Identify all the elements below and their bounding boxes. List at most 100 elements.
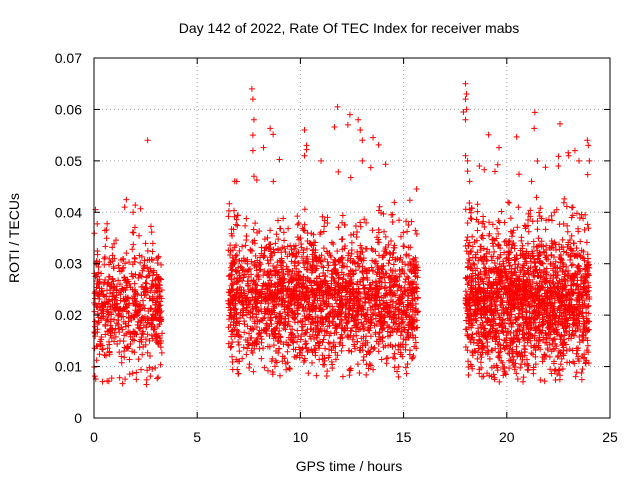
data-point: [556, 376, 563, 383]
data-point: [359, 137, 366, 144]
data-point: [226, 200, 233, 207]
data-point: [466, 178, 473, 185]
data-point: [300, 257, 307, 264]
data-point: [302, 341, 309, 348]
data-point: [113, 283, 120, 290]
data-point: [367, 362, 374, 369]
data-point: [465, 358, 472, 365]
data-point: [363, 371, 370, 378]
data-point: [258, 355, 265, 362]
data-point: [584, 171, 591, 178]
y-tick-label: 0.01: [55, 359, 82, 375]
data-point: [564, 228, 571, 235]
data-point: [115, 277, 122, 284]
data-point: [285, 225, 292, 232]
data-point: [99, 378, 106, 385]
data-point: [149, 295, 156, 302]
data-point: [102, 276, 109, 283]
data-point: [248, 334, 255, 341]
data-point: [534, 158, 541, 165]
y-tick-label: 0.06: [55, 101, 82, 117]
data-point: [507, 215, 514, 222]
data-point: [363, 245, 370, 252]
data-point: [571, 147, 578, 154]
data-point: [569, 261, 576, 268]
data-point: [229, 353, 236, 360]
data-point: [243, 237, 250, 244]
data-point: [104, 377, 111, 384]
data-point: [474, 227, 481, 234]
data-point: [583, 239, 590, 246]
y-tick-label: 0: [74, 410, 82, 426]
data-point: [582, 360, 589, 367]
data-point: [106, 274, 113, 281]
data-point: [267, 268, 274, 275]
data-point: [568, 262, 575, 269]
data-point: [505, 199, 512, 206]
data-point: [94, 320, 101, 327]
data-point: [280, 215, 287, 222]
data-point: [124, 295, 131, 302]
data-point: [134, 291, 141, 298]
data-point: [137, 259, 144, 266]
data-point: [321, 223, 328, 230]
data-point: [552, 366, 559, 373]
data-point: [392, 342, 399, 349]
data-point: [521, 342, 528, 349]
data-point: [334, 248, 341, 255]
data-point: [294, 319, 301, 326]
data-point: [560, 199, 567, 206]
data-point: [264, 234, 271, 241]
data-point: [301, 206, 308, 213]
data-point: [99, 346, 106, 353]
y-tick-label: 0.03: [55, 256, 82, 272]
data-point: [109, 296, 116, 303]
data-point: [285, 279, 292, 286]
data-point: [586, 157, 593, 164]
data-point: [380, 297, 387, 304]
data-point: [536, 209, 543, 216]
data-point: [269, 368, 276, 375]
data-point: [152, 331, 159, 338]
data-point: [412, 300, 419, 307]
data-point: [246, 364, 253, 371]
data-point: [130, 209, 137, 216]
data-point: [157, 302, 164, 309]
data-point: [480, 213, 487, 220]
data-point: [339, 212, 346, 219]
data-point: [577, 238, 584, 245]
data-point: [155, 323, 162, 330]
data-point: [555, 163, 562, 169]
data-point: [553, 275, 560, 282]
data-point: [465, 242, 472, 249]
data-point: [122, 260, 129, 267]
data-point: [110, 265, 117, 272]
data-point: [127, 284, 134, 291]
data-point: [498, 208, 505, 215]
data-point: [550, 336, 557, 343]
data-point: [249, 132, 256, 139]
data-point: [111, 255, 118, 262]
data-point: [412, 227, 419, 234]
data-point: [105, 298, 112, 305]
data-point: [535, 235, 542, 242]
data-point: [155, 273, 162, 280]
data-point: [354, 361, 361, 368]
data-point: [283, 263, 290, 270]
data-point: [530, 370, 537, 377]
data-point: [271, 249, 278, 256]
data-point: [153, 287, 160, 294]
data-point: [112, 333, 119, 340]
data-point: [568, 204, 575, 211]
data-point: [515, 204, 522, 211]
data-point: [572, 373, 579, 380]
data-point: [96, 290, 103, 297]
data-point: [585, 142, 592, 149]
data-point: [286, 365, 293, 372]
data-point: [92, 288, 99, 295]
data-point: [94, 310, 101, 317]
data-point: [405, 221, 412, 228]
data-point: [312, 313, 319, 320]
data-point: [336, 274, 343, 281]
data-point: [120, 286, 127, 293]
